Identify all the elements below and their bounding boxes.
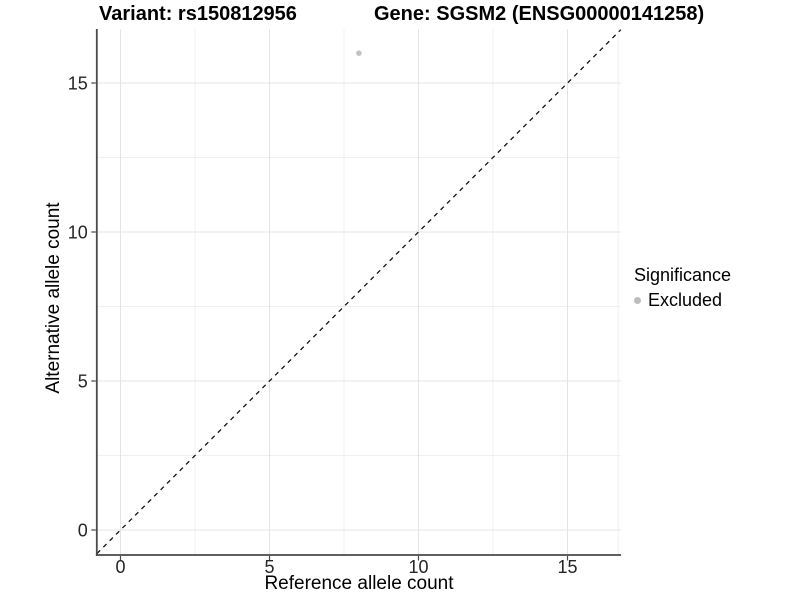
identity-dashed-line	[96, 29, 622, 555]
y-tick-label: 5	[78, 372, 88, 392]
plot-title-variant: Variant: rs150812956	[99, 3, 297, 25]
data-point	[356, 50, 362, 56]
x-tick-label: 15	[557, 557, 577, 577]
y-tick-label: 10	[68, 223, 88, 243]
legend-key-dot-icon	[634, 297, 641, 304]
x-axis-title: Reference allele count	[264, 573, 454, 594]
legend-item: Excluded	[634, 290, 731, 311]
plot-title-gene: Gene: SGSM2 (ENSG00000141258)	[374, 3, 705, 25]
x-tick-label: 0	[115, 557, 125, 577]
legend-items: Excluded	[634, 290, 731, 311]
x-tick-label: 5	[264, 557, 274, 577]
y-tick-label: 15	[68, 74, 88, 94]
legend: Significance Excluded	[634, 264, 731, 311]
legend-item-label: Excluded	[648, 290, 723, 310]
legend-title: Significance	[634, 265, 732, 285]
x-tick-label: 10	[408, 557, 428, 577]
y-axis-title: Alternative allele count	[43, 202, 64, 394]
y-tick-label: 0	[78, 521, 88, 541]
